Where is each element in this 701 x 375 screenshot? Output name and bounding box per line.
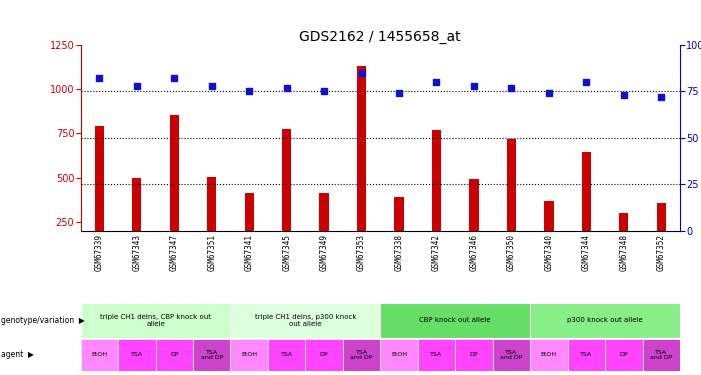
Bar (381, 339, 418, 371)
Text: GSM67338: GSM67338 (395, 234, 404, 271)
Point (431, 79, 442, 85)
Text: triple CH1 delns, CBP knock out
allele: triple CH1 delns, CBP knock out allele (100, 314, 211, 327)
Bar (357, 66, 366, 231)
Text: GSM67350: GSM67350 (507, 234, 516, 271)
Text: TSA
and DP: TSA and DP (200, 350, 223, 360)
Text: GSM67345: GSM67345 (282, 234, 291, 271)
Bar (343, 339, 381, 371)
Bar (156, 339, 193, 371)
Text: DP: DP (470, 352, 478, 357)
Text: CBP knock out allele: CBP knock out allele (419, 317, 491, 323)
Point (281, 85, 292, 91)
Bar (530, 339, 568, 371)
Text: TSA
and DP: TSA and DP (650, 350, 672, 360)
Point (318, 88, 329, 94)
Point (169, 75, 180, 81)
Text: GSM67347: GSM67347 (170, 234, 179, 271)
Text: GSM67340: GSM67340 (545, 234, 553, 271)
Point (506, 85, 517, 91)
Text: TSA: TSA (580, 352, 592, 357)
Text: EtOH: EtOH (391, 352, 407, 357)
Text: EtOH: EtOH (241, 352, 257, 357)
Bar (95, 126, 104, 231)
Bar (507, 139, 516, 231)
Text: GSM67341: GSM67341 (245, 234, 254, 271)
Point (206, 83, 217, 89)
Text: TSA: TSA (430, 352, 442, 357)
Bar (118, 339, 156, 371)
Text: GSM67348: GSM67348 (619, 234, 628, 271)
Text: TSA
and DP: TSA and DP (501, 350, 522, 360)
Point (655, 94, 667, 100)
Text: DP: DP (170, 352, 179, 357)
Bar (582, 152, 591, 231)
Bar (207, 177, 217, 231)
Bar (455, 339, 493, 371)
Bar (568, 339, 605, 371)
Point (393, 90, 404, 96)
Text: GSM67346: GSM67346 (470, 234, 479, 271)
Text: GSM67351: GSM67351 (207, 234, 216, 271)
Text: GSM67353: GSM67353 (357, 234, 366, 271)
Bar (320, 193, 329, 231)
Bar (530, 303, 680, 338)
Text: TSA: TSA (131, 352, 143, 357)
Bar (193, 339, 231, 371)
Bar (306, 339, 343, 371)
Text: GSM67342: GSM67342 (432, 234, 441, 271)
Point (580, 79, 592, 85)
Bar (81, 303, 231, 338)
Point (618, 92, 629, 98)
Text: DP: DP (320, 352, 328, 357)
Bar (657, 203, 666, 231)
Bar (418, 339, 455, 371)
Bar (619, 213, 629, 231)
Text: agent  ▶: agent ▶ (1, 350, 34, 359)
Text: GSM67349: GSM67349 (320, 234, 329, 271)
Bar (469, 179, 479, 231)
Text: DP: DP (620, 352, 628, 357)
Text: EtOH: EtOH (91, 352, 107, 357)
Text: GSM67343: GSM67343 (132, 234, 142, 271)
Bar (81, 339, 118, 371)
Bar (432, 130, 441, 231)
Bar (493, 339, 530, 371)
Point (131, 83, 142, 89)
Bar (231, 339, 268, 371)
Bar (170, 115, 179, 231)
Point (468, 83, 479, 89)
Point (356, 70, 367, 76)
Point (243, 88, 254, 94)
Bar (268, 339, 306, 371)
Bar (245, 193, 254, 231)
Text: genotype/variation  ▶: genotype/variation ▶ (1, 316, 85, 325)
Bar (544, 201, 554, 231)
Bar (231, 303, 381, 338)
Bar (605, 339, 643, 371)
Text: TSA: TSA (280, 352, 293, 357)
Text: triple CH1 delns, p300 knock
out allele: triple CH1 delns, p300 knock out allele (254, 314, 356, 327)
Point (543, 90, 554, 96)
Point (94, 75, 105, 81)
Text: GSM67344: GSM67344 (582, 234, 591, 271)
Bar (282, 129, 292, 231)
Text: TSA
and DP: TSA and DP (350, 350, 373, 360)
Bar (643, 339, 680, 371)
Bar (132, 178, 142, 231)
Title: GDS2162 / 1455658_at: GDS2162 / 1455658_at (299, 30, 461, 44)
Text: EtOH: EtOH (540, 352, 557, 357)
Text: GSM67339: GSM67339 (95, 234, 104, 271)
Text: GSM67352: GSM67352 (657, 234, 666, 271)
Bar (395, 197, 404, 231)
Text: p300 knock out allele: p300 knock out allele (567, 317, 643, 323)
Bar (381, 303, 530, 338)
